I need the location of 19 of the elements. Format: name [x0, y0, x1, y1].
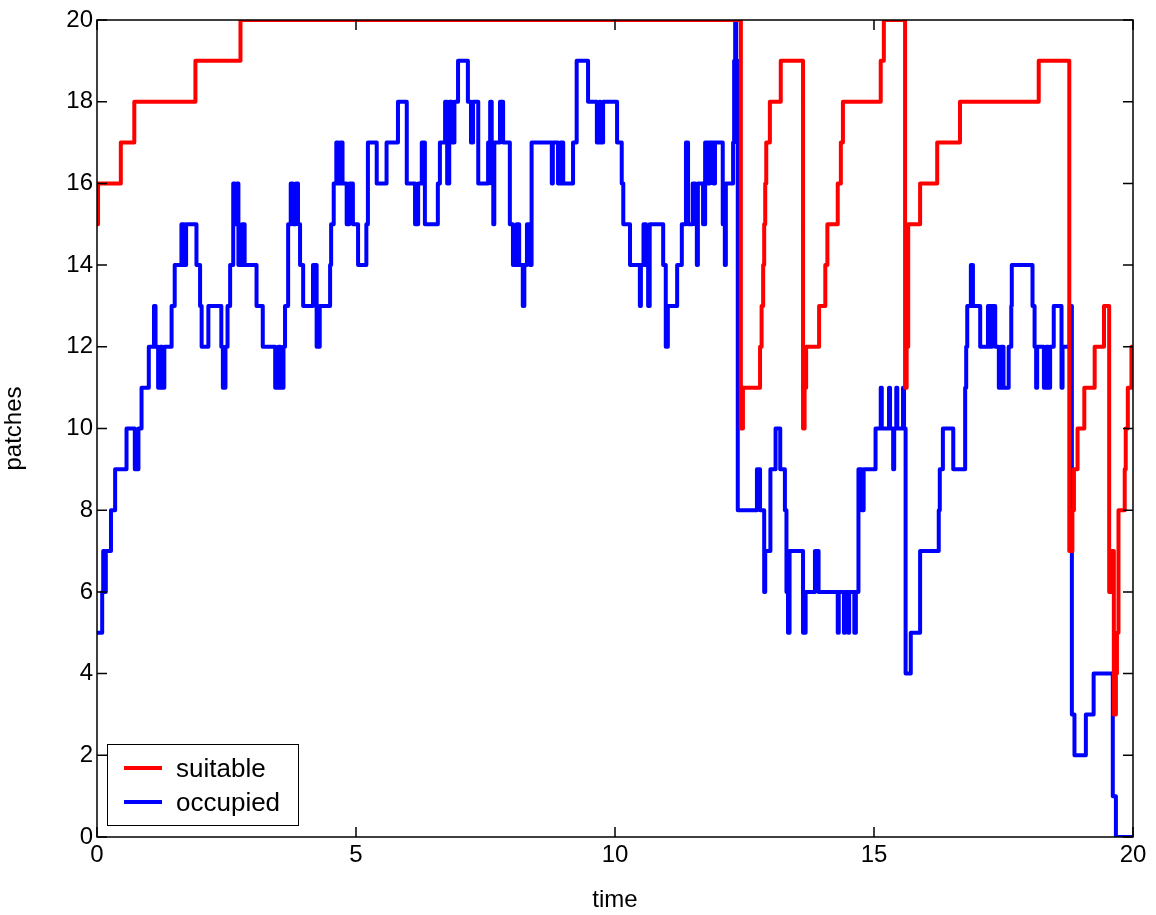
- y-tick-label: 12: [66, 331, 93, 359]
- y-tick-label: 10: [66, 413, 93, 441]
- x-tick-label: 5: [349, 840, 363, 868]
- x-tick-label: 15: [860, 840, 888, 868]
- y-tick-label: 2: [79, 739, 93, 767]
- y-tick-label: 8: [79, 494, 93, 522]
- y-axis-title: patches: [0, 386, 27, 471]
- x-tick-label: 20: [1119, 840, 1147, 868]
- x-axis-title: time: [592, 885, 638, 913]
- legend-label: suitable: [176, 752, 266, 784]
- y-tick-label: 14: [66, 249, 93, 277]
- y-tick-label: 16: [66, 168, 93, 196]
- y-tick-label: 0: [79, 821, 93, 849]
- legend-label: occupied: [176, 786, 281, 818]
- y-tick-label: 20: [66, 4, 93, 32]
- x-tick-label: 10: [601, 840, 629, 868]
- y-tick-label: 4: [79, 658, 93, 686]
- y-tick-label: 18: [66, 86, 93, 114]
- y-tick-label: 6: [79, 576, 93, 604]
